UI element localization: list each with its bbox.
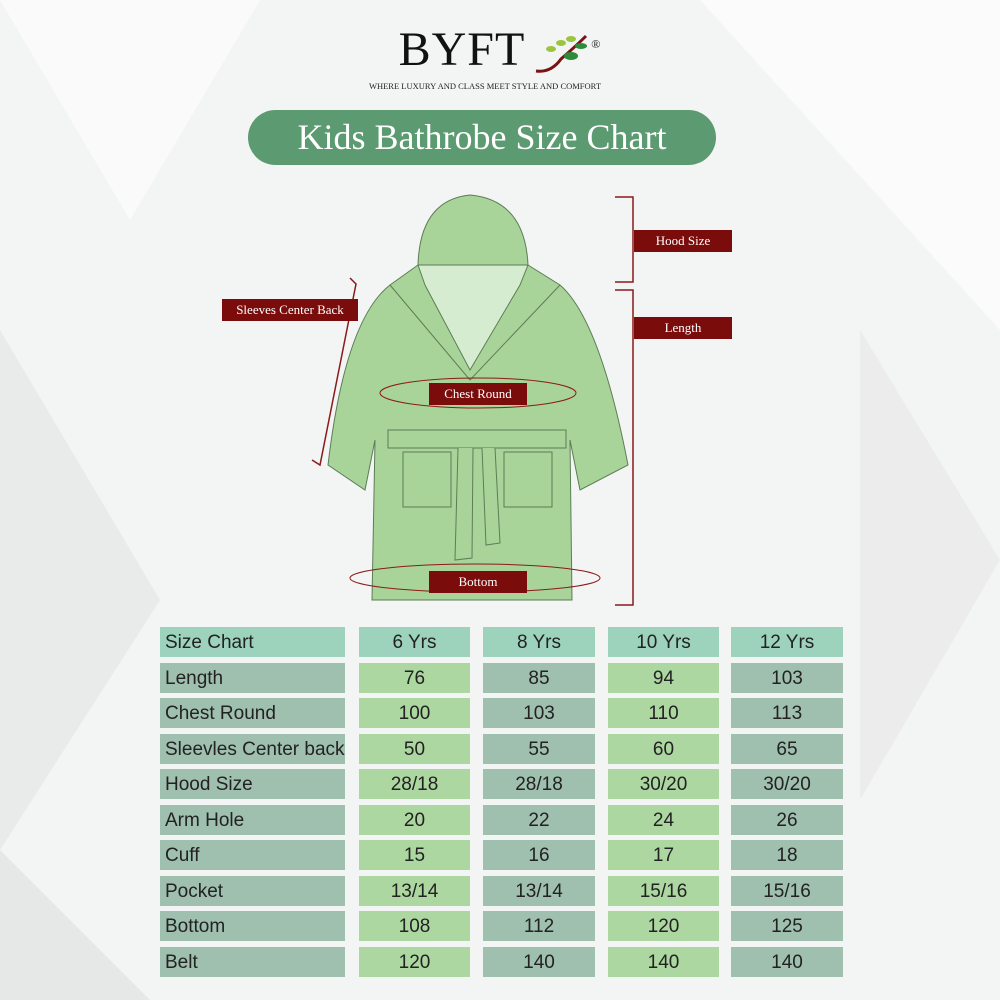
- table-cell: 26: [731, 804, 843, 835]
- table-cell: Chest Round: [160, 698, 345, 728]
- table-cell: 24: [608, 804, 719, 835]
- table-cell: 20: [359, 804, 470, 835]
- tagline: WHERE LUXURY AND CLASS MEET STYLE AND CO…: [368, 81, 602, 91]
- table-cell: 85: [483, 662, 595, 693]
- table-cell: 103: [731, 662, 843, 693]
- table-cell: 18: [731, 840, 843, 870]
- table-header-cell: 12 Yrs: [731, 627, 843, 657]
- table-cell: 113: [731, 698, 843, 728]
- table-cell: 50: [359, 733, 470, 764]
- table-cell: 65: [731, 733, 843, 764]
- chest-round-label: Chest Round: [429, 383, 527, 405]
- table-cell: 110: [608, 698, 719, 728]
- table-cell: 17: [608, 840, 719, 870]
- table-cell: 140: [731, 946, 843, 977]
- table-cell: 15/16: [731, 875, 843, 906]
- table-cell: 16: [483, 840, 595, 870]
- bathrobe-diagram: [311, 194, 634, 606]
- table-cell: 140: [483, 946, 595, 977]
- table-cell: 108: [359, 911, 470, 941]
- table-cell: 22: [483, 804, 595, 835]
- table-cell: 13/14: [359, 875, 470, 906]
- table-cell: 140: [608, 946, 719, 977]
- table-cell: Pocket: [160, 875, 345, 906]
- page-title: Kids Bathrobe Size Chart: [248, 110, 716, 165]
- table-cell: 28/18: [483, 769, 595, 799]
- table-header-cell: 6 Yrs: [359, 627, 470, 657]
- table-cell: 13/14: [483, 875, 595, 906]
- table-cell: Cuff: [160, 840, 345, 870]
- brand-logo: BYFT ®: [398, 23, 602, 76]
- table-cell: Bottom: [160, 911, 345, 941]
- table-cell: 28/18: [359, 769, 470, 799]
- table-cell: 125: [731, 911, 843, 941]
- hood-size-label: Hood Size: [634, 230, 732, 252]
- table-cell: 103: [483, 698, 595, 728]
- table-cell: 55: [483, 733, 595, 764]
- table-cell: Length: [160, 662, 345, 693]
- table-cell: 112: [483, 911, 595, 941]
- table-cell: Arm Hole: [160, 804, 345, 835]
- table-cell: 94: [608, 662, 719, 693]
- table-header-cell: 10 Yrs: [608, 627, 719, 657]
- table-header-cell: Size Chart: [160, 627, 345, 657]
- table-cell: 120: [608, 911, 719, 941]
- table-cell: 100: [359, 698, 470, 728]
- table-cell: 15: [359, 840, 470, 870]
- length-label: Length: [634, 317, 732, 339]
- table-cell: Hood Size: [160, 769, 345, 799]
- leaf-logo-icon: [536, 35, 588, 74]
- table-header-cell: 8 Yrs: [483, 627, 595, 657]
- sleeves-label: Sleeves Center Back: [222, 299, 358, 321]
- table-cell: 60: [608, 733, 719, 764]
- table-cell: 76: [359, 662, 470, 693]
- table-cell: 120: [359, 946, 470, 977]
- brand-name: BYFT: [398, 23, 526, 76]
- table-cell: 30/20: [608, 769, 719, 799]
- bottom-label: Bottom: [429, 571, 527, 593]
- table-cell: 30/20: [731, 769, 843, 799]
- table-cell: Sleevles Center back: [160, 733, 345, 764]
- table-cell: Belt: [160, 946, 345, 977]
- table-cell: 15/16: [608, 875, 719, 906]
